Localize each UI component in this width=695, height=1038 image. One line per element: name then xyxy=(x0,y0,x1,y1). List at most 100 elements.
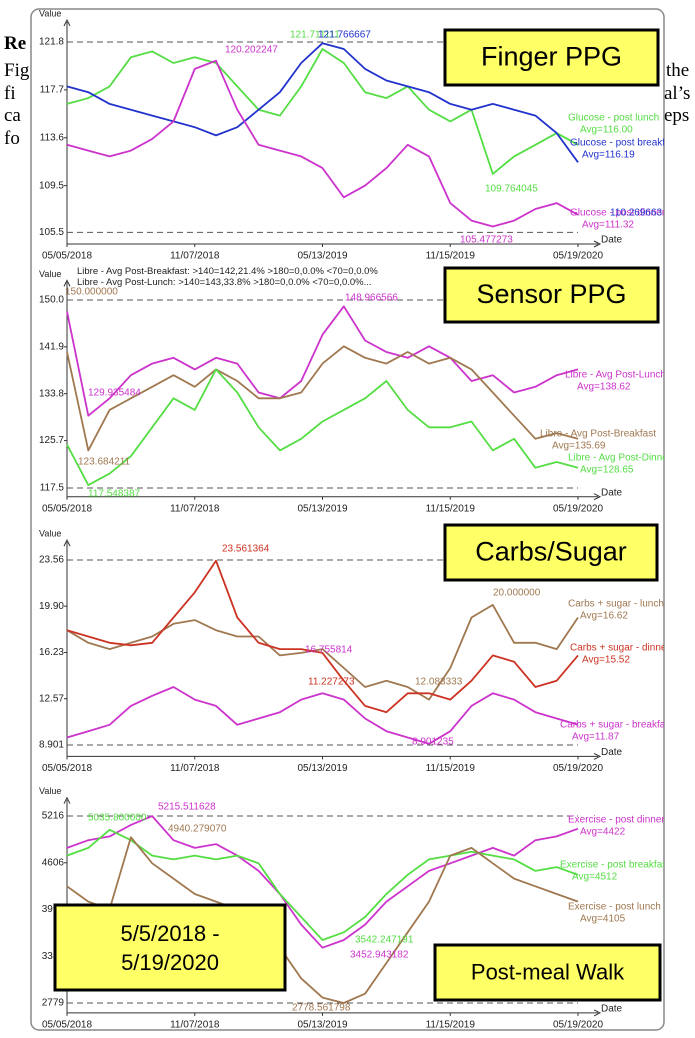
legend-name: Glucose - post dinner xyxy=(570,208,666,219)
annotation: 121.711111 xyxy=(290,30,340,41)
legend-avg: Avg=4422 xyxy=(580,827,626,838)
x-tick-label: 05/13/2019 xyxy=(297,1020,347,1031)
x-axis-arrow xyxy=(593,493,602,501)
series-line xyxy=(66,559,579,714)
series-line xyxy=(66,836,579,1004)
x-tick-label: 05/05/2018 xyxy=(42,251,92,262)
legend-name: Libre - Avg Post-Dinner xyxy=(568,453,672,464)
series-line xyxy=(66,828,579,941)
y-tick-label: 8.901 xyxy=(39,740,64,751)
annotation: 105.477273 xyxy=(460,235,513,246)
x-axis-arrow xyxy=(593,240,602,248)
annotation: 5035.800000 xyxy=(88,813,147,824)
date-box-text: 5/5/2018 - xyxy=(120,921,219,946)
doc-fragment: fo xyxy=(4,128,20,149)
x-tick-label: 05/13/2019 xyxy=(297,503,347,514)
y-tick-label: 3388 xyxy=(42,951,65,962)
annotation: 11.227273 xyxy=(308,677,355,688)
y-axis-label: Value xyxy=(39,8,61,18)
annotation: 109.764045 xyxy=(485,184,538,195)
legend-avg: Avg=135.69 xyxy=(552,441,606,452)
y-tick-label: 150.0 xyxy=(39,295,64,306)
y-tick-label: 105.5 xyxy=(39,227,64,238)
legend-avg: Avg=111.32 xyxy=(582,220,634,231)
annotation: 8.901235 xyxy=(412,737,454,748)
chart-title: Carbs/Sugar xyxy=(475,537,627,567)
legend-name: Carbs + sugar - breakfast xyxy=(560,720,673,731)
series-line xyxy=(66,686,579,745)
x-tick-label: 11/15/2019 xyxy=(426,503,476,514)
y-tick-label: 23.56 xyxy=(39,555,64,566)
doc-fragment: eps xyxy=(664,105,690,126)
legend-name: Carbs + sugar - dinner xyxy=(570,643,670,654)
annotation: 16.755814 xyxy=(305,645,353,656)
date-box-text: 5/19/2020 xyxy=(121,950,219,975)
charts: Value Date 105.5 109.5 113.6 117.7 121.8 05/05/… xyxy=(39,8,679,1031)
doc-fragment: the xyxy=(666,60,690,81)
annotation: 2778.561798 xyxy=(292,1003,351,1014)
annotation: 5215.511628 xyxy=(158,802,216,813)
x-axis-label: Date xyxy=(601,747,623,758)
legend-avg: Avg=4512 xyxy=(572,872,618,883)
x-axis-arrow xyxy=(593,752,602,760)
x-tick-label: 11/07/2018 xyxy=(170,251,220,262)
y-tick-label: 113.6 xyxy=(40,132,65,143)
legend-avg: Avg=128.65 xyxy=(580,465,634,476)
x-tick-label: 11/15/2019 xyxy=(426,251,476,262)
y-tick-label: 125.7 xyxy=(39,435,64,446)
series-line xyxy=(66,305,579,417)
legend-name: Exercise - post dinner xyxy=(568,815,665,826)
y-tick-label: 4606 xyxy=(42,857,65,868)
title-box xyxy=(433,943,662,1002)
annotation: 121.766667 xyxy=(318,30,371,41)
legend-avg: Avg=116.19 xyxy=(582,150,635,161)
y-tick-label: 2779 xyxy=(42,998,65,1009)
doc-fragment: ca xyxy=(4,105,21,126)
legend-name: Carbs + sugar - lunch xyxy=(568,599,664,610)
doc-fragment: Re xyxy=(4,33,27,54)
y-tick-label: 121.8 xyxy=(39,37,64,48)
y-tick-label: 109.5 xyxy=(39,180,64,191)
legend-name: Libre - Avg Post-Lunch xyxy=(565,370,666,381)
series-line xyxy=(66,345,579,452)
annotation: 123.684211 xyxy=(78,457,131,468)
doc-fragment: Fig xyxy=(4,60,30,81)
chart-title: Sensor PPG xyxy=(476,279,626,309)
annotation: 3452.943182 xyxy=(350,950,409,961)
series-line xyxy=(66,604,579,701)
y-axis-arrow xyxy=(63,18,71,27)
legend-avg: Avg=4105 xyxy=(580,914,626,925)
y-axis-arrow xyxy=(63,538,71,547)
legend-name: Glucose - post lunch xyxy=(568,113,659,124)
y-axis-arrow xyxy=(63,796,71,804)
annotation: 117.548387 xyxy=(88,489,141,500)
legend-avg: Avg=16.62 xyxy=(580,611,628,622)
legend-avg: Avg=11.87 xyxy=(572,732,620,743)
annotation: 129.935484 xyxy=(88,388,141,399)
series-line xyxy=(66,59,579,228)
y-tick-label: 5216 xyxy=(42,811,65,822)
x-tick-label: 05/05/2018 xyxy=(42,1020,92,1031)
chart-title: Post-meal Walk xyxy=(471,959,625,984)
annotation: 12.083333 xyxy=(415,677,463,688)
y-axis-label: Value xyxy=(39,786,61,796)
x-axis-label: Date xyxy=(601,487,623,498)
title-box xyxy=(443,266,660,324)
title-box xyxy=(443,28,660,87)
series-line xyxy=(66,815,579,949)
y-tick-label: 19.90 xyxy=(39,601,64,612)
date-box xyxy=(53,903,287,992)
doc-fragment: al’s xyxy=(664,83,691,104)
annotation: 3542.247191 xyxy=(355,935,414,946)
y-tick-label: 133.8 xyxy=(39,388,64,399)
x-tick-label: 05/19/2020 xyxy=(553,763,603,774)
y-tick-label: 117.5 xyxy=(40,483,65,494)
y-axis-label: Value xyxy=(39,269,61,279)
legend-name: Glucose - post breakfast xyxy=(570,138,679,149)
x-tick-label: 05/05/2018 xyxy=(42,503,92,514)
annotation: 120.202247 xyxy=(225,45,278,56)
legend-name: Libre - Avg Post-Breakfast xyxy=(540,429,656,440)
figure-frame xyxy=(30,8,665,1031)
